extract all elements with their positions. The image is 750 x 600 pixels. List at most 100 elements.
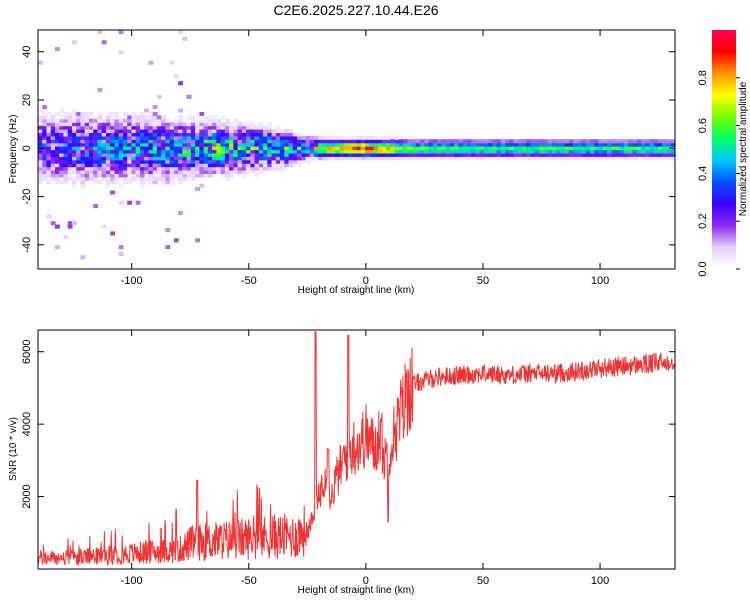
heatmap-cell	[59, 159, 65, 164]
heatmap-cell	[428, 139, 434, 144]
heatmap-cell	[105, 149, 111, 154]
snr-x-tick-label: 50	[477, 575, 489, 587]
heatmap-cell	[509, 149, 515, 154]
heatmap-cell	[195, 187, 200, 192]
heatmap-cell	[186, 173, 192, 178]
heatmap-cell	[190, 118, 196, 123]
heatmap-cell	[641, 156, 646, 161]
heatmap-cell	[212, 146, 217, 151]
heatmap-cell	[178, 122, 183, 127]
heatmap-cell	[42, 152, 48, 157]
heatmap-cell	[131, 132, 137, 137]
colorbar-tick-label: 0.6	[697, 118, 709, 133]
heatmap-cell	[288, 139, 294, 144]
heatmap-cell	[173, 146, 179, 151]
heatmap-cell	[80, 149, 86, 154]
heatmap-cell	[275, 139, 281, 144]
heatmap-cell	[441, 139, 447, 144]
heatmap-cell	[309, 146, 315, 151]
heatmap-cell	[275, 142, 281, 147]
heatmap-cell	[97, 125, 103, 130]
heatmap-cell	[199, 152, 205, 157]
heatmap-cell	[220, 135, 226, 140]
heatmap-cell	[250, 146, 256, 151]
spectrogram-y-tick-label: 0	[21, 145, 33, 151]
heatmap-cell	[148, 115, 154, 120]
heatmap-cell	[216, 125, 222, 130]
heatmap-cell	[237, 156, 243, 161]
heatmap-cell	[314, 156, 319, 161]
heatmap-cell	[284, 149, 290, 154]
heatmap-cell	[118, 245, 124, 250]
heatmap-cell	[309, 135, 315, 140]
heatmap-cell	[241, 152, 247, 157]
heatmap-cell	[241, 159, 247, 164]
heatmap-cell	[466, 149, 472, 154]
heatmap-cell	[250, 129, 256, 134]
heatmap-cell	[127, 118, 133, 123]
heatmap-cell	[80, 118, 86, 123]
heatmap-cell	[76, 173, 82, 178]
heatmap-cell	[615, 152, 621, 157]
heatmap-cell	[432, 152, 438, 157]
heatmap-cell	[80, 122, 86, 127]
heatmap-cell	[122, 122, 128, 127]
heatmap-cell	[105, 180, 111, 185]
heatmap-cell	[178, 118, 183, 123]
heatmap-cell	[182, 36, 188, 41]
heatmap-cell	[93, 159, 99, 164]
heatmap-cell	[500, 152, 506, 157]
heatmap-cell	[322, 156, 328, 161]
heatmap-cell	[509, 156, 515, 161]
heatmap-cell	[59, 108, 65, 113]
heatmap-cell	[556, 139, 561, 144]
heatmap-cell	[169, 60, 175, 65]
heatmap-cell	[220, 166, 226, 171]
heatmap-cell	[144, 108, 150, 113]
heatmap-cell	[301, 156, 307, 161]
heatmap-cell	[161, 129, 166, 134]
heatmap-cell	[169, 135, 175, 140]
heatmap-cell	[182, 166, 188, 171]
heatmap-cell	[190, 152, 196, 157]
heatmap-cell	[212, 156, 217, 161]
heatmap-cell	[139, 139, 145, 144]
heatmap-cell	[653, 149, 659, 154]
heatmap-cell	[373, 142, 379, 147]
heatmap-cell	[246, 132, 251, 137]
heatmap-cell	[454, 139, 460, 144]
heatmap-cell	[662, 146, 668, 151]
heatmap-cell	[670, 156, 676, 161]
heatmap-cell	[195, 238, 200, 243]
heatmap-cell	[195, 135, 200, 140]
heatmap-cell	[271, 142, 277, 147]
heatmap-cell	[670, 142, 676, 147]
heatmap-cell	[156, 115, 162, 120]
heatmap-cell	[318, 135, 324, 140]
heatmap-cell	[590, 139, 595, 144]
heatmap-cell	[432, 156, 438, 161]
heatmap-cell	[76, 125, 82, 130]
heatmap-cell	[390, 139, 396, 144]
heatmap-cell	[118, 122, 124, 127]
heatmap-cell	[203, 163, 209, 168]
heatmap-cell	[666, 139, 672, 144]
heatmap-cell	[152, 180, 158, 185]
heatmap-cell	[54, 224, 60, 229]
heatmap-cell	[573, 156, 578, 161]
heatmap-cell	[212, 135, 217, 140]
heatmap-cell	[666, 142, 672, 147]
heatmap-cell	[186, 149, 192, 154]
heatmap-cell	[169, 176, 175, 181]
heatmap-cell	[84, 169, 90, 174]
heatmap-cell	[224, 163, 230, 168]
heatmap-cell	[539, 139, 544, 144]
heatmap-cell	[343, 156, 349, 161]
heatmap-cell	[458, 146, 464, 151]
heatmap-cell	[207, 159, 213, 164]
heatmap-cell	[233, 125, 239, 130]
heatmap-cell	[658, 149, 663, 154]
heatmap-cell	[97, 135, 103, 140]
heatmap-cell	[331, 152, 336, 157]
heatmap-cell	[641, 146, 646, 151]
